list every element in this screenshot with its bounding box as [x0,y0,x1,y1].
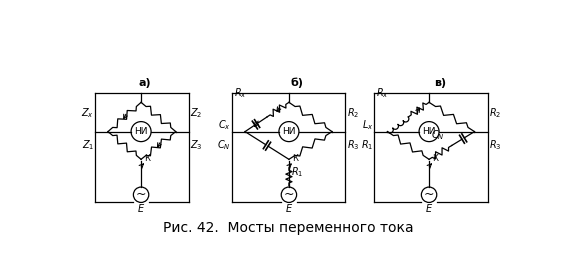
Circle shape [282,187,297,203]
Text: $C_N$: $C_N$ [431,128,445,141]
Text: в): в) [435,78,446,88]
Text: ~: ~ [424,188,434,201]
Text: К: К [432,154,438,163]
Text: К: К [144,154,150,163]
Text: НИ: НИ [422,127,436,136]
Text: $Z_x$: $Z_x$ [81,106,94,120]
Text: $R_3$: $R_3$ [347,139,359,152]
Text: $Z_2$: $Z_2$ [190,106,203,120]
Text: $R_3$: $R_3$ [489,139,502,152]
Text: $R_x$: $R_x$ [376,86,389,100]
Text: $R_2$: $R_2$ [489,106,502,120]
Text: К: К [292,154,298,163]
Circle shape [419,122,439,141]
Text: $Z_1$: $Z_1$ [82,139,94,152]
Text: б): б) [290,77,303,88]
Text: $R_1$: $R_1$ [291,165,303,179]
Text: НИ: НИ [135,127,148,136]
Text: $R_2$: $R_2$ [347,106,359,120]
Text: $Z_3$: $Z_3$ [190,139,203,152]
Text: ~: ~ [284,188,294,201]
Text: ~: ~ [136,188,146,201]
Text: НИ: НИ [282,127,296,136]
Text: $C_N$: $C_N$ [217,139,231,152]
Text: а): а) [138,78,151,88]
Text: E: E [286,204,292,214]
Text: Рис. 42.  Мосты переменного тока: Рис. 42. Мосты переменного тока [163,221,413,235]
Text: $C_x$: $C_x$ [218,118,231,132]
Circle shape [279,122,299,141]
Circle shape [131,122,151,141]
Circle shape [133,187,149,203]
Text: $R_x$: $R_x$ [234,86,247,100]
Circle shape [421,187,437,203]
Text: $L_x$: $L_x$ [362,118,374,132]
Text: $R_1$: $R_1$ [361,139,374,152]
Text: E: E [426,204,432,214]
Text: E: E [138,204,144,214]
